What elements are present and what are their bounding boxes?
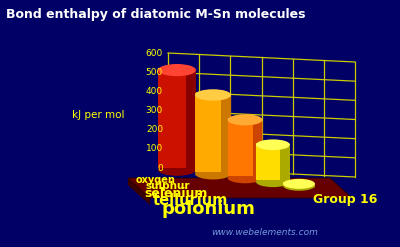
Polygon shape <box>128 178 150 205</box>
Polygon shape <box>221 93 231 176</box>
Ellipse shape <box>158 164 196 176</box>
Text: 0: 0 <box>157 164 163 172</box>
Text: 500: 500 <box>146 68 163 77</box>
Ellipse shape <box>228 172 262 183</box>
Text: sulphur: sulphur <box>146 181 190 191</box>
Text: 400: 400 <box>146 87 163 96</box>
Ellipse shape <box>158 64 196 76</box>
Polygon shape <box>256 143 280 180</box>
Text: tellurium: tellurium <box>153 193 228 208</box>
Text: 200: 200 <box>146 125 163 134</box>
Text: oxygen: oxygen <box>135 175 175 185</box>
Ellipse shape <box>256 139 290 150</box>
Text: 100: 100 <box>146 144 163 153</box>
Text: polonium: polonium <box>161 200 255 218</box>
Text: 600: 600 <box>146 48 163 58</box>
Polygon shape <box>128 178 352 198</box>
Text: www.webelements.com: www.webelements.com <box>212 228 318 237</box>
Ellipse shape <box>283 179 315 189</box>
Ellipse shape <box>228 114 262 125</box>
Polygon shape <box>195 93 221 172</box>
Polygon shape <box>283 182 305 184</box>
Polygon shape <box>228 118 252 176</box>
Text: Group 16: Group 16 <box>313 193 377 206</box>
Ellipse shape <box>195 168 231 180</box>
Polygon shape <box>158 68 186 168</box>
Polygon shape <box>280 143 290 184</box>
Text: 300: 300 <box>146 106 163 115</box>
Polygon shape <box>305 182 315 187</box>
Polygon shape <box>186 68 196 171</box>
Text: selenium: selenium <box>145 187 208 200</box>
Ellipse shape <box>195 89 231 101</box>
Ellipse shape <box>256 176 290 187</box>
Text: kJ per mol: kJ per mol <box>72 110 124 120</box>
Text: Bond enthalpy of diatomic M-Sn molecules: Bond enthalpy of diatomic M-Sn molecules <box>6 8 306 21</box>
Ellipse shape <box>283 181 315 191</box>
Polygon shape <box>252 118 262 180</box>
